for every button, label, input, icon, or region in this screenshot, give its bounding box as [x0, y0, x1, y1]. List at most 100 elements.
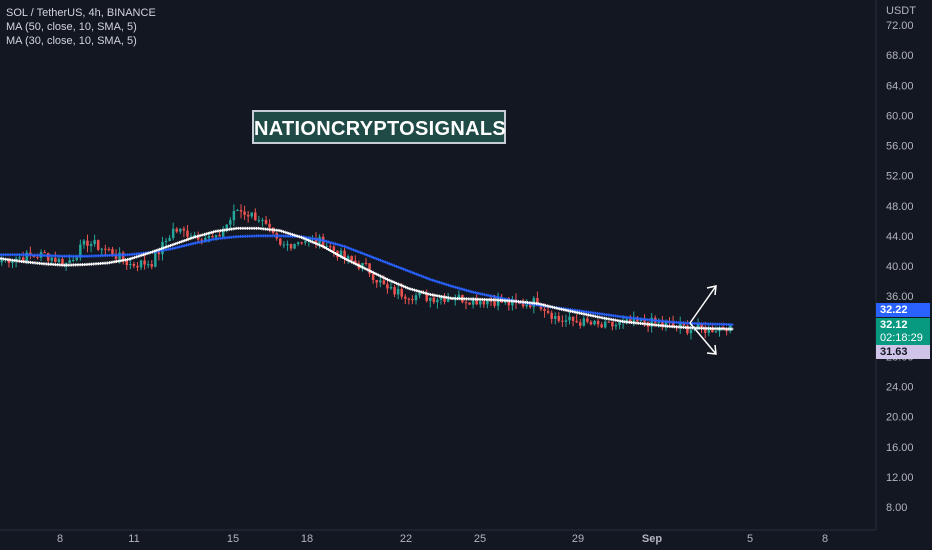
candle-body: [443, 297, 446, 302]
candle-body: [471, 298, 475, 305]
candle-body: [339, 250, 343, 258]
candle-body: [61, 258, 64, 266]
candle-body: [700, 323, 703, 328]
candle-body: [289, 244, 293, 249]
candle-body: [11, 261, 14, 264]
candle-body: [364, 262, 368, 264]
time-axis[interactable]: 8 11 15 18 22 25 29 Sep 5 8: [57, 533, 828, 545]
candle-body: [189, 236, 193, 238]
candle-body: [132, 263, 136, 266]
price-tick-11: 24.00: [886, 382, 914, 394]
candle-body: [261, 219, 264, 221]
time-tick-8: 5: [747, 533, 753, 545]
candle-body: [200, 239, 203, 241]
candle-body: [521, 303, 525, 307]
candle-body: [432, 297, 436, 303]
candle-body: [136, 265, 139, 268]
candle-body: [146, 264, 150, 266]
candle-body: [436, 299, 439, 303]
candle-body: [368, 263, 371, 274]
candle-body: [179, 228, 182, 232]
price-tick-2: 64.00: [886, 80, 914, 92]
candle-body: [68, 260, 71, 264]
time-tick-0: 8: [57, 533, 63, 545]
price-axis-currency: USDT: [886, 5, 916, 17]
candle-body: [582, 318, 586, 326]
price-tick-13: 16.00: [886, 442, 914, 454]
candle-body: [496, 298, 500, 306]
candle-body: [232, 210, 236, 221]
candle-body: [211, 235, 214, 238]
candle-body: [239, 210, 243, 212]
arrow-up-line: [689, 285, 717, 324]
candle-body: [171, 228, 175, 239]
candle-body: [186, 230, 189, 237]
legend-symbol[interactable]: SOL / TetherUS, 4h, BINANCE: [6, 7, 156, 19]
candle-body: [129, 263, 132, 266]
ma-50-price-label: 32.22: [876, 303, 930, 317]
chart-legend: SOL / TetherUS, 4h, BINANCE MA (50, clos…: [6, 6, 156, 48]
candle-body: [321, 236, 325, 248]
candle-body: [418, 292, 421, 296]
candle-body: [175, 228, 179, 232]
candle-body: [550, 312, 553, 319]
candle-body: [625, 319, 628, 321]
candle-body: [164, 240, 168, 242]
time-tick-1: 11: [128, 533, 139, 545]
candle-body: [43, 252, 46, 254]
candle-body: [36, 256, 39, 258]
candle-body: [207, 235, 211, 238]
candle-body: [525, 304, 528, 307]
candle-body: [479, 301, 482, 305]
price-tick-7: 44.00: [886, 231, 914, 243]
candle-body: [282, 244, 286, 246]
candle-body: [346, 256, 350, 259]
candle-body: [125, 260, 129, 266]
candle-body: [439, 297, 443, 300]
candle-body: [257, 220, 261, 222]
candle-body: [386, 284, 389, 289]
candle-body: [361, 262, 364, 269]
candle-body: [111, 249, 114, 256]
candle-body: [196, 234, 200, 240]
candle-body: [529, 304, 532, 308]
candle-body: [400, 288, 403, 297]
candle-body: [593, 320, 596, 325]
candle-body: [218, 234, 221, 237]
candle-body: [703, 327, 707, 333]
candle-body: [600, 324, 603, 328]
candle-body: [325, 246, 328, 248]
candle-body: [589, 321, 593, 325]
candle-body: [250, 212, 253, 217]
time-tick-4: 22: [400, 533, 412, 545]
candle-body: [154, 252, 157, 267]
candle-body: [507, 300, 511, 306]
price-tick-8: 40.00: [886, 261, 914, 273]
candle-body: [396, 288, 400, 295]
candle-body: [411, 299, 414, 301]
candle-body: [264, 219, 268, 224]
price-tick-5: 52.00: [886, 171, 914, 183]
candle-body: [21, 257, 25, 262]
candle-body: [664, 322, 668, 326]
candle-body: [204, 237, 207, 241]
time-tick-5: 25: [474, 533, 486, 545]
candle-body: [632, 317, 636, 323]
candle-body: [414, 295, 418, 301]
candle-body: [143, 260, 146, 265]
candle-body: [0, 260, 4, 263]
legend-ma-30[interactable]: MA (30, close, 10, SMA, 5): [6, 35, 137, 47]
candle-body: [114, 255, 118, 259]
candle-body: [379, 280, 382, 283]
candle-body: [475, 298, 478, 305]
ma-30-series: [0, 226, 734, 331]
candle-body: [300, 242, 303, 244]
legend-ma-50[interactable]: MA (50, close, 10, SMA, 5): [6, 21, 137, 33]
candle-body: [221, 230, 225, 237]
candle-body: [107, 248, 111, 250]
candle-body: [564, 320, 568, 322]
candle-body: [693, 329, 696, 331]
candle-body: [54, 257, 57, 263]
candle-body: [714, 331, 718, 333]
